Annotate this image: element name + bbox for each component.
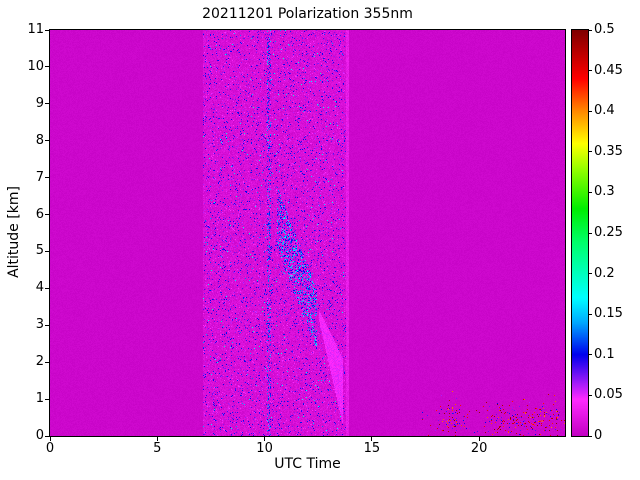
y-tick-label: 7 bbox=[35, 169, 44, 185]
colorbar-tick-mark bbox=[588, 354, 592, 356]
y-tick-label: 4 bbox=[35, 280, 44, 296]
colorbar-tick-label: 0.4 bbox=[594, 103, 615, 119]
y-tick-mark bbox=[45, 398, 49, 400]
colorbar-tick-label: 0.35 bbox=[594, 143, 623, 159]
y-tick-label: 9 bbox=[35, 95, 44, 111]
plot-area bbox=[49, 29, 566, 437]
y-tick-mark bbox=[45, 177, 49, 179]
x-tick-label: 0 bbox=[45, 441, 55, 456]
colorbar-tick-mark bbox=[588, 273, 592, 275]
y-tick-label: 8 bbox=[35, 132, 44, 148]
colorbar bbox=[571, 29, 589, 437]
y-tick-mark bbox=[45, 435, 49, 437]
colorbar-canvas bbox=[572, 30, 588, 436]
colorbar-tick-mark bbox=[588, 313, 592, 315]
y-tick-label: 5 bbox=[35, 243, 44, 259]
y-tick-label: 6 bbox=[35, 206, 44, 222]
y-tick-label: 11 bbox=[27, 22, 44, 37]
colorbar-tick-label: 0.3 bbox=[594, 184, 615, 200]
colorbar-tick-label: 0.1 bbox=[594, 346, 615, 362]
y-tick-label: 1 bbox=[35, 391, 44, 407]
y-tick-mark bbox=[45, 140, 49, 142]
x-tick-label: 15 bbox=[363, 441, 381, 456]
colorbar-tick-mark bbox=[588, 151, 592, 153]
heatmap-canvas bbox=[50, 30, 565, 436]
colorbar-tick-label: 0.05 bbox=[594, 387, 623, 403]
colorbar-tick-label: 0.15 bbox=[594, 306, 623, 322]
y-tick-label: 2 bbox=[35, 354, 44, 370]
y-tick-mark bbox=[45, 324, 49, 326]
x-tick-mark bbox=[371, 437, 373, 441]
x-tick-label: 20 bbox=[470, 441, 488, 456]
colorbar-tick-label: 0.45 bbox=[594, 62, 623, 78]
y-tick-mark bbox=[45, 103, 49, 105]
y-tick-mark bbox=[45, 214, 49, 216]
colorbar-tick-label: 0.25 bbox=[594, 225, 623, 240]
x-tick-mark bbox=[478, 437, 480, 441]
y-tick-mark bbox=[45, 361, 49, 363]
y-tick-mark bbox=[45, 250, 49, 252]
y-tick-mark bbox=[45, 29, 49, 31]
colorbar-tick-mark bbox=[588, 110, 592, 112]
colorbar-tick-label: 0 bbox=[594, 428, 603, 443]
y-tick-label: 0 bbox=[35, 428, 44, 443]
y-axis-label: Altitude [km] bbox=[6, 186, 22, 278]
colorbar-tick-mark bbox=[588, 232, 592, 234]
y-tick-label: 10 bbox=[27, 58, 44, 74]
colorbar-tick-mark bbox=[588, 191, 592, 193]
x-tick-label: 10 bbox=[256, 441, 273, 456]
x-tick-mark bbox=[49, 437, 51, 441]
colorbar-tick-mark bbox=[588, 435, 592, 437]
y-tick-label: 3 bbox=[35, 317, 44, 333]
x-axis-label: UTC Time bbox=[274, 456, 341, 472]
colorbar-tick-mark bbox=[588, 29, 592, 31]
x-tick-label: 5 bbox=[153, 441, 162, 456]
y-tick-mark bbox=[45, 66, 49, 68]
colorbar-tick-mark bbox=[588, 394, 592, 396]
y-tick-mark bbox=[45, 287, 49, 289]
colorbar-tick-label: 0.2 bbox=[594, 265, 615, 281]
colorbar-tick-mark bbox=[588, 70, 592, 72]
x-tick-mark bbox=[264, 437, 266, 441]
colorbar-tick-label: 0.5 bbox=[594, 22, 615, 37]
chart-title: 20211201 Polarization 355nm bbox=[202, 6, 413, 22]
x-tick-mark bbox=[156, 437, 158, 441]
